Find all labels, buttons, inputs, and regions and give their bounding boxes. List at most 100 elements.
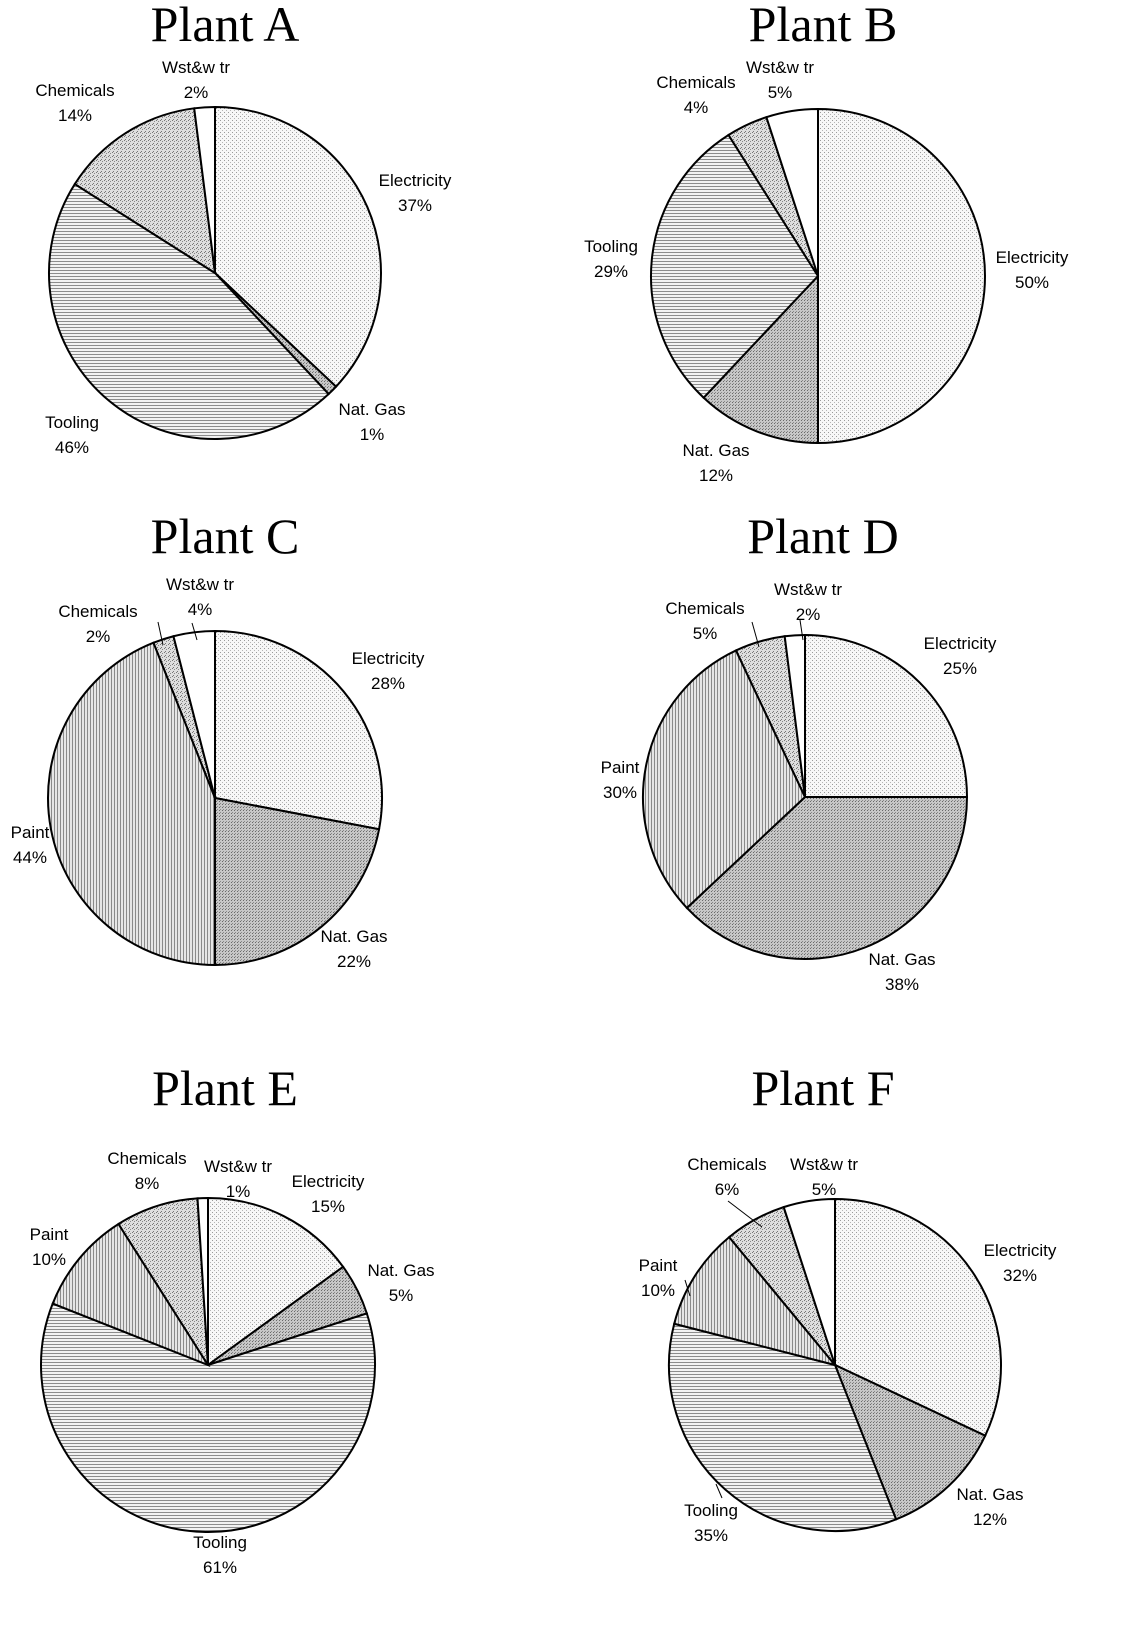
plant-d-label-chemicals: Chemicals [665,599,744,618]
plant-b-value-nat-gas: 12% [699,466,733,485]
plant-b-title: Plant B [749,0,898,52]
plant-a-label-chemicals: Chemicals [35,81,114,100]
plant-f-label-paint: Paint [639,1256,678,1275]
plant-e-value-nat-gas: 5% [389,1286,414,1305]
plant-b-label-wst-w-tr: Wst&w tr [746,58,814,77]
plant-c-pie-chart: Plant C Electricity 28% Nat. Gas 22% Paint 44%… [11,508,425,971]
charts-layer: Plant A Electricity 37% Nat. Gas 1% Tooling 46… [11,0,1069,1577]
plant-c-value-nat-gas: 22% [337,952,371,971]
plant-d-label-paint: Paint [601,758,640,777]
plant-b-label-electricity: Electricity [996,248,1069,267]
plant-a-slice-tooling [48,182,331,440]
plant-d-pie-chart: Plant D Electricity 25% Nat. Gas 38% Paint 30%… [601,508,997,994]
plant-e-value-chemicals: 8% [135,1174,160,1193]
plant-f-value-nat-gas: 12% [973,1510,1007,1529]
plant-d-slice-wst-w-tr [783,633,806,798]
plant-e-value-wst-w-tr: 1% [226,1182,251,1201]
plant-c-label-electricity: Electricity [352,649,425,668]
plant-a-value-electricity: 37% [398,196,432,215]
plant-f-value-chemicals: 6% [715,1180,740,1199]
plant-f-label-electricity: Electricity [984,1241,1057,1260]
plant-b-slice-tooling [650,133,820,400]
plant-b-label-chemicals: Chemicals [656,73,735,92]
plant-f-slice-electricity [834,1197,1002,1438]
plant-d-value-electricity: 25% [943,659,977,678]
plant-c-slice-electricity [214,629,383,831]
plant-c-label-wst-w-tr: Wst&w tr [166,575,234,594]
plant-b-label-nat-gas: Nat. Gas [682,441,749,460]
plant-f-value-paint: 10% [641,1281,675,1300]
plant-c-title: Plant C [151,508,300,564]
plant-a-value-chemicals: 14% [58,106,92,125]
plant-b-value-wst-w-tr: 5% [768,83,793,102]
plant-d-value-paint: 30% [603,783,637,802]
plant-d-title: Plant D [747,508,898,564]
plant-f-leader-line [684,1279,691,1297]
plant-b-value-tooling: 29% [594,262,628,281]
plant-e-label-electricity: Electricity [292,1172,365,1191]
plant-a-value-tooling: 46% [55,438,89,457]
plant-a-value-wst-w-tr: 2% [184,83,209,102]
plant-a-slice-electricity [214,105,382,389]
plant-c-value-paint: 44% [13,848,47,867]
plant-e-slice-paint [51,1222,211,1368]
plant-f-label-wst-w-tr: Wst&w tr [790,1155,858,1174]
plant-e-label-chemicals: Chemicals [107,1149,186,1168]
plant-b-slice-wst-w-tr [765,107,819,277]
plant-f-slice-wst-w-tr [782,1197,836,1366]
plant-d-slice-electricity [804,633,969,798]
plant-e-slice-wst-w-tr [196,1196,209,1366]
plant-c-label-nat-gas: Nat. Gas [320,927,387,946]
plant-a-label-nat-gas: Nat. Gas [338,400,405,419]
plant-c-value-wst-w-tr: 4% [188,600,213,619]
plant-a-label-tooling: Tooling [45,413,99,432]
plant-c-slice-paint [47,641,216,967]
plant-e-value-paint: 10% [32,1250,66,1269]
plant-a-label-wst-w-tr: Wst&w tr [162,58,230,77]
plant-b-pie-chart: Plant B Electricity 50% Nat. Gas 12% Tooling 2… [584,0,1069,485]
plant-c-label-paint: Paint [11,823,50,842]
plant-c-value-electricity: 28% [371,674,405,693]
plant-f-label-nat-gas: Nat. Gas [956,1485,1023,1504]
plant-f-slice-paint [673,1235,838,1367]
plant-d-label-electricity: Electricity [924,634,997,653]
plant-c-value-chemicals: 2% [86,627,111,646]
plant-e-label-paint: Paint [30,1225,69,1244]
plant-f-title: Plant F [751,1060,894,1116]
plant-d-slice-paint [642,649,807,910]
plant-d-value-nat-gas: 38% [885,975,919,994]
plant-c-slice-nat-gas [214,796,381,967]
plant-e-pie-chart: Plant E Electricity 15% Nat. Gas 5% Tooling 61… [30,1060,435,1577]
plant-a-value-nat-gas: 1% [360,425,385,444]
plant-a-pie-chart: Plant A Electricity 37% Nat. Gas 1% Tooling 46… [35,0,452,457]
plant-c-label-chemicals: Chemicals [58,602,137,621]
plant-b-value-electricity: 50% [1015,273,1049,292]
plant-e-value-tooling: 61% [203,1558,237,1577]
plant-d-label-wst-w-tr: Wst&w tr [774,580,842,599]
plant-e-label-wst-w-tr: Wst&w tr [204,1157,272,1176]
plant-d-value-wst-w-tr: 2% [796,605,821,624]
plant-f-slice-nat-gas [833,1363,987,1521]
plant-e-slice-tooling [40,1302,377,1533]
plant-e-label-tooling: Tooling [193,1533,247,1552]
plant-f-label-tooling: Tooling [684,1501,738,1520]
plant-f-label-chemicals: Chemicals [687,1155,766,1174]
plant-d-label-nat-gas: Nat. Gas [868,950,935,969]
plant-a-title: Plant A [151,0,300,52]
plant-d-leader-line [751,621,760,648]
plant-c-leader-line [191,622,198,641]
plant-a-label-electricity: Electricity [379,171,452,190]
plant-e-title: Plant E [152,1060,298,1116]
plant-e-value-electricity: 15% [311,1197,345,1216]
plant-d-value-chemicals: 5% [693,624,718,643]
plant-e-slice-electricity [207,1196,345,1367]
plant-a-slice-wst-w-tr [193,105,216,274]
plant-b-slice-electricity [817,107,986,445]
plant-f-slice-tooling [668,1322,898,1532]
plant-b-slice-nat-gas [702,273,819,445]
plant-a-slice-chemicals [73,107,217,275]
plant-e-label-nat-gas: Nat. Gas [367,1261,434,1280]
plant-f-leader-line [727,1200,763,1228]
plant-c-slice-wst-w-tr [172,629,216,799]
